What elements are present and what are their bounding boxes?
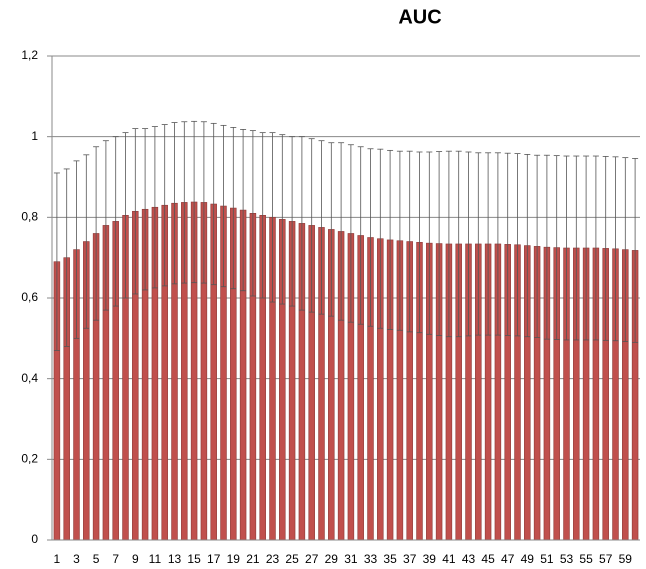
x-tick-label: 37	[403, 552, 417, 566]
x-tick-label: 19	[227, 552, 241, 566]
x-tick-label: 7	[112, 552, 119, 566]
x-tick-label: 55	[579, 552, 593, 566]
x-tick-label: 33	[364, 552, 378, 566]
x-tick-label: 49	[521, 552, 535, 566]
y-tick-label: 0,2	[21, 452, 38, 466]
x-tick-label: 45	[481, 552, 495, 566]
x-tick-label: 27	[305, 552, 319, 566]
x-tick-label: 17	[207, 552, 221, 566]
x-tick-label: 41	[442, 552, 456, 566]
x-tick-label: 3	[73, 552, 80, 566]
x-tick-label: 5	[93, 552, 100, 566]
x-tick-label: 25	[285, 552, 299, 566]
y-tick-label: 0,4	[21, 371, 38, 385]
x-tick-label: 47	[501, 552, 515, 566]
x-tick-label: 9	[132, 552, 139, 566]
x-tick-label: 15	[187, 552, 201, 566]
x-tick-label: 29	[325, 552, 339, 566]
y-tick-label: 1	[31, 129, 38, 143]
x-tick-label: 51	[540, 552, 554, 566]
x-tick-label: 11	[149, 552, 162, 566]
x-tick-label: 43	[462, 552, 476, 566]
x-tick-label: 31	[344, 552, 358, 566]
x-tick-label: 23	[266, 552, 280, 566]
chart-title: AUC	[398, 6, 441, 28]
x-tick-label: 39	[423, 552, 437, 566]
y-tick-label: 1,2	[21, 48, 38, 62]
x-tick-label: 1	[54, 552, 61, 566]
x-tick-label: 35	[383, 552, 397, 566]
x-tick-label: 21	[246, 552, 260, 566]
y-tick-label: 0,8	[21, 210, 38, 224]
x-tick-label: 57	[599, 552, 613, 566]
x-tick-label: 13	[168, 552, 182, 566]
y-tick-label: 0	[31, 532, 38, 546]
x-tick-label: 59	[619, 552, 633, 566]
y-tick-label: 0,6	[21, 290, 38, 304]
x-tick-label: 53	[560, 552, 574, 566]
